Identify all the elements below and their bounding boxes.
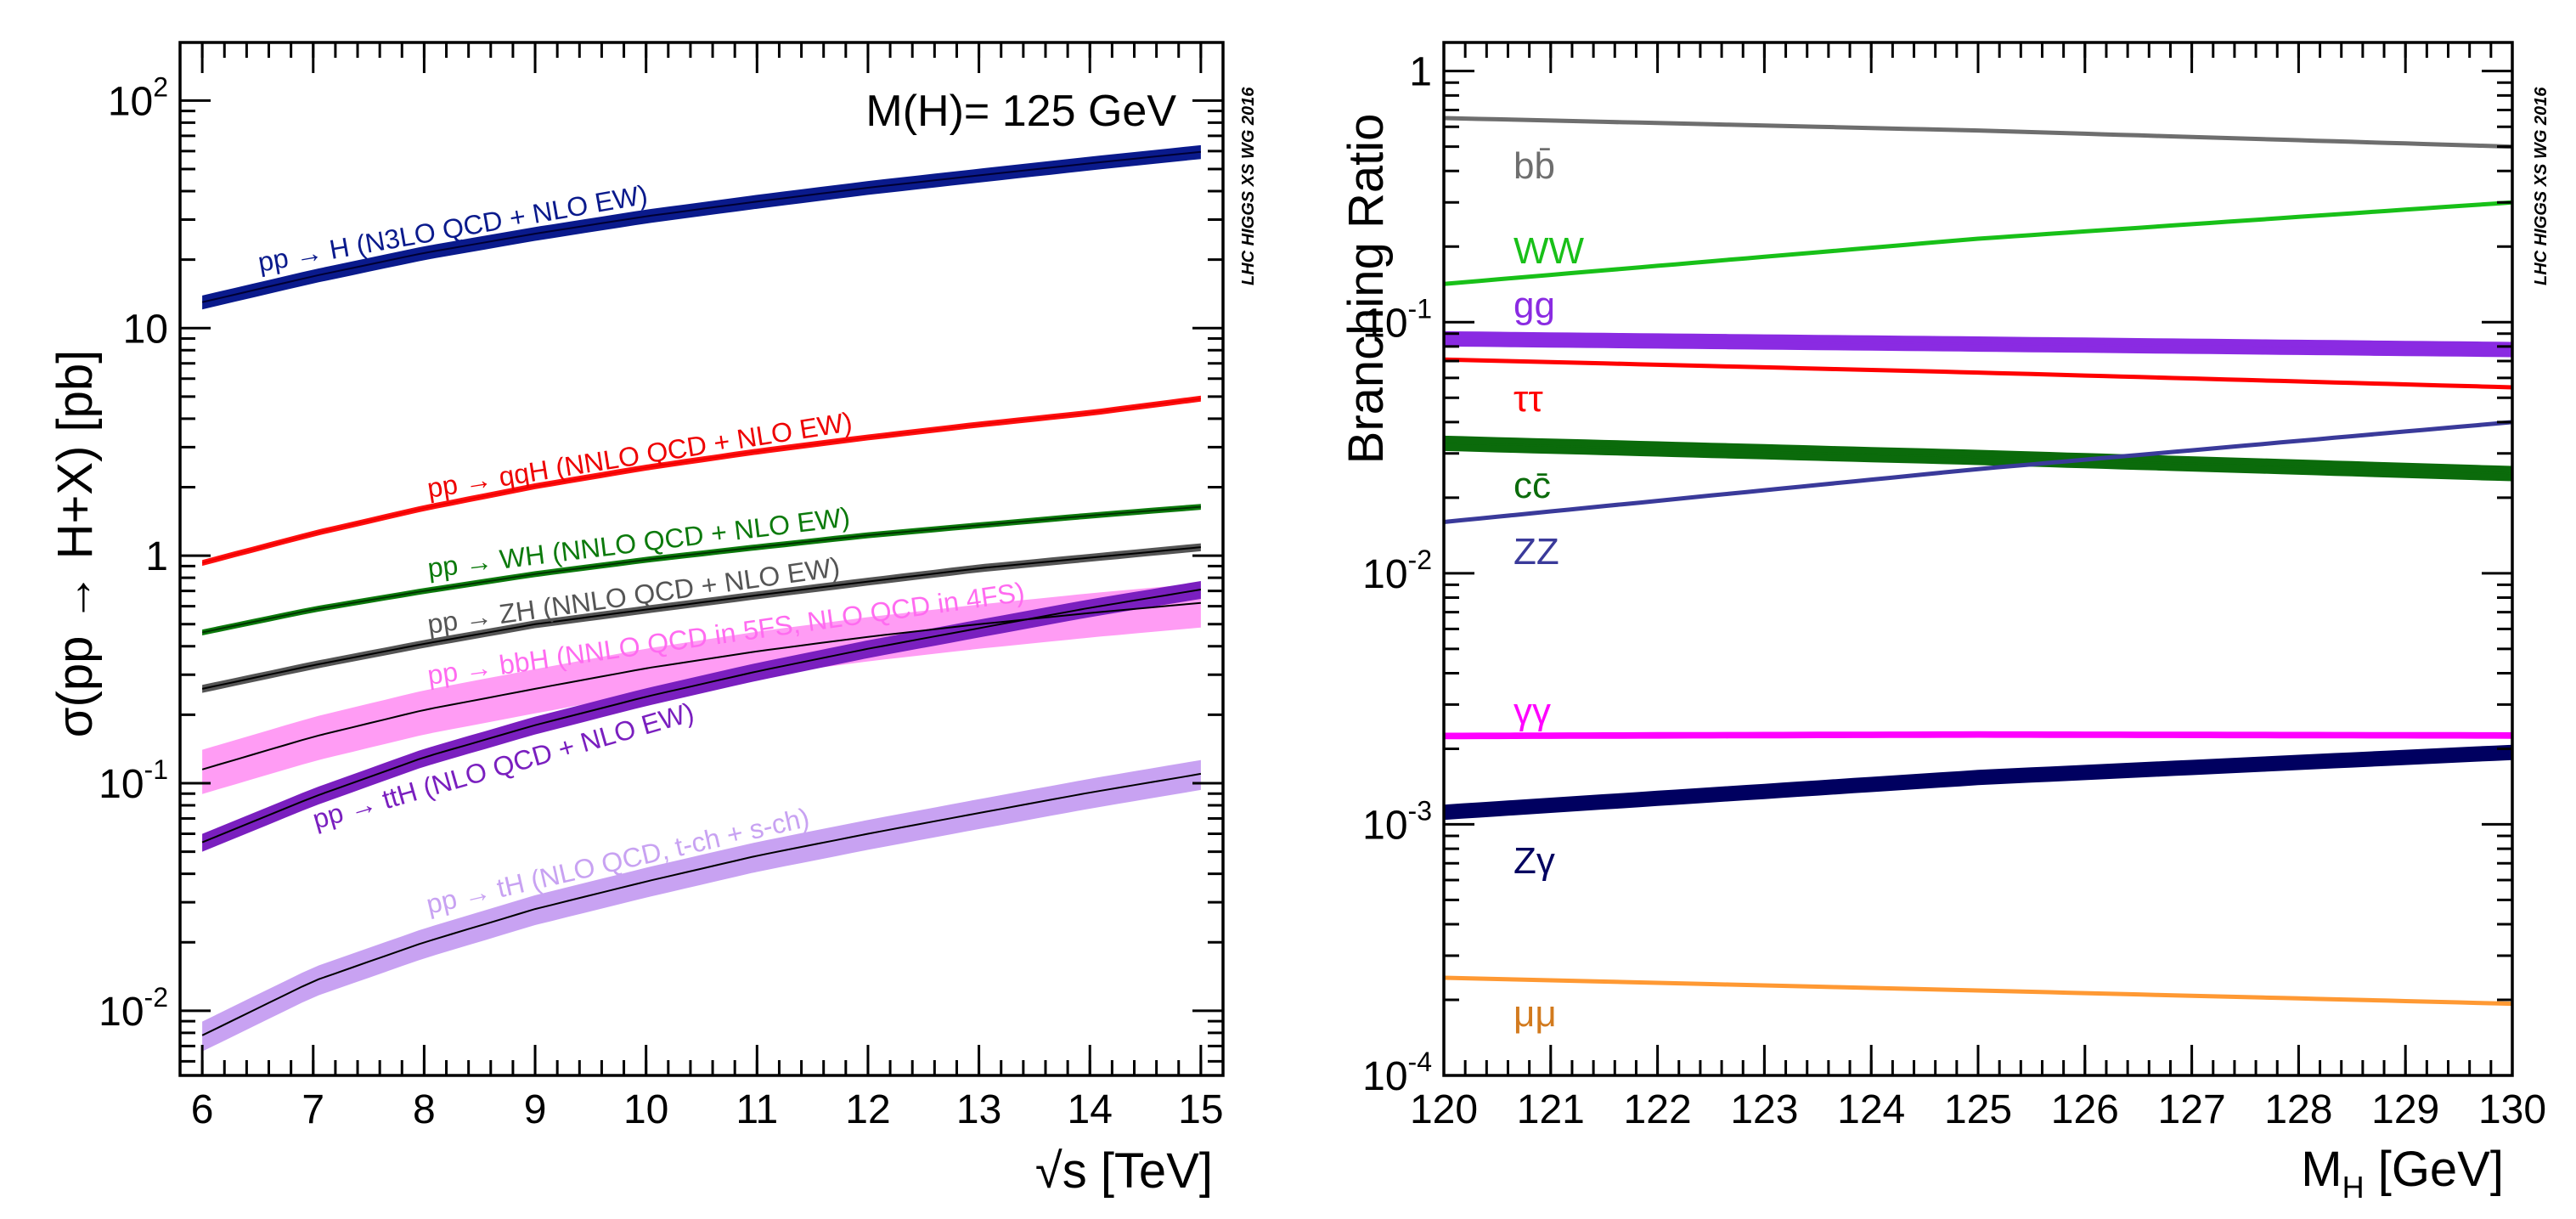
y-tick-label: 10-1 xyxy=(1362,293,1432,346)
label-gammagamma: γγ xyxy=(1513,691,1551,732)
cross-section-plot-frame xyxy=(178,41,1225,1077)
y-tick-label: 1 xyxy=(1409,50,1432,95)
x-tick-label: 123 xyxy=(1730,1087,1798,1132)
y-tick-label: 10-2 xyxy=(1362,545,1432,597)
series-line-1 xyxy=(201,398,1202,564)
x-axis-title-symbol: M xyxy=(2301,1142,2342,1197)
x-tick-label: 6 xyxy=(191,1087,214,1132)
x-tick-label: 130 xyxy=(2478,1087,2546,1132)
band-7 xyxy=(1444,744,2512,821)
series-line-5 xyxy=(1443,420,2513,524)
x-tick-label: 14 xyxy=(1068,1087,1113,1132)
band-4 xyxy=(1444,435,2512,482)
x-tick-label: 12 xyxy=(845,1087,890,1132)
x-tick-label: 120 xyxy=(1410,1087,1478,1132)
x-axis-title: √s [TeV] xyxy=(1035,1143,1213,1199)
y-tick-label: 10-4 xyxy=(1362,1047,1432,1099)
x-tick-label: 13 xyxy=(956,1087,1001,1132)
x-tick-label: 124 xyxy=(1837,1087,1905,1132)
y-tick-label: 102 xyxy=(108,71,168,124)
band-1 xyxy=(202,395,1201,567)
series-line-1 xyxy=(1443,200,2513,286)
x-tick-label: 8 xyxy=(413,1087,436,1132)
y-tick-label: 10-3 xyxy=(1362,795,1432,848)
y-tick-label: 10-1 xyxy=(99,754,168,807)
series-line-6 xyxy=(201,772,1202,1036)
branching-ratio-plot-frame xyxy=(1442,41,2514,1077)
y-tick-label: 10-2 xyxy=(99,982,168,1035)
x-tick-label: 129 xyxy=(2371,1087,2439,1132)
branching-ratio-panel: 120 121 122 123 124 125 126 127 128 129 130 1 10-1 10… xyxy=(1339,41,2551,1205)
series-line-2 xyxy=(201,505,1201,634)
series-line-3 xyxy=(1443,357,2513,390)
x-axis-title: MH [GeV] xyxy=(2301,1142,2504,1205)
series-line-0 xyxy=(1443,116,2513,150)
branching-ratio-bands xyxy=(1444,330,2512,821)
x-tick-label: 125 xyxy=(1944,1087,2012,1132)
x-tick-label: 11 xyxy=(736,1087,778,1132)
x-tick-label: 126 xyxy=(2051,1087,2119,1132)
series-line-5 xyxy=(201,589,1202,844)
cross-section-curves xyxy=(201,150,1202,1036)
series-line-3 xyxy=(201,546,1201,690)
series-line-7 xyxy=(1443,751,2513,813)
x-tick-label: 7 xyxy=(302,1087,324,1132)
label-ww: WW xyxy=(1513,230,1585,272)
series-line-4 xyxy=(1443,442,2513,475)
watermark: LHC HIGGS XS WG 2016 xyxy=(1239,87,1258,285)
label-tautau: ττ xyxy=(1513,378,1543,420)
x-tick-label: 9 xyxy=(524,1087,547,1132)
band-3 xyxy=(202,543,1201,693)
label-zgamma: Zγ xyxy=(1513,840,1555,882)
x-tick-label: 15 xyxy=(1178,1087,1223,1132)
x-tick-label: 127 xyxy=(2158,1087,2226,1132)
x-tick-label: 128 xyxy=(2264,1087,2332,1132)
x-axis-title-subscript: H xyxy=(2342,1170,2365,1205)
label-zz: ZZ xyxy=(1513,531,1559,573)
series-line-0 xyxy=(201,150,1202,303)
label-cc: cc̄ xyxy=(1513,465,1551,506)
watermark: LHC HIGGS XS WG 2016 xyxy=(2532,87,2551,285)
x-tick-label: 122 xyxy=(1624,1087,1692,1132)
x-tick-label: 121 xyxy=(1517,1087,1585,1132)
mass-annotation: M(H)= 125 GeV xyxy=(865,87,1176,136)
y-axis-title: Branching Ratio xyxy=(1339,114,1394,465)
x-axis-title-unit: [GeV] xyxy=(2365,1142,2504,1197)
band-6 xyxy=(202,759,1201,1052)
label-mumu: μμ xyxy=(1513,993,1557,1035)
band-5 xyxy=(202,581,1201,852)
x-tick-label: 10 xyxy=(623,1087,668,1132)
series-line-2 xyxy=(1443,337,2513,351)
cross-section-panel: 6 7 8 9 10 11 12 13 14 15 102 10 1 10-1 10-2 M(H)= 125… xyxy=(0,0,1258,1219)
label-gg: gg xyxy=(1513,285,1555,326)
series-line-6 xyxy=(1444,733,2513,737)
branching-ratio-ticks: 120 121 122 123 124 125 126 127 128 129 130 1 10-1 10… xyxy=(1362,42,2546,1132)
y-axis-title: σ(pp → H+X) [pb] xyxy=(48,350,103,737)
band-2 xyxy=(202,504,1201,635)
label-bb: bb̄ xyxy=(1513,145,1555,187)
y-tick-label: 10 xyxy=(123,307,168,352)
y-tick-label: 1 xyxy=(145,534,168,579)
branching-ratio-curves xyxy=(1443,116,2513,1007)
series-line-8 xyxy=(1443,975,2513,1007)
cross-section-ticks: 6 7 8 9 10 11 12 13 14 15 102 10 1 10-1 10-2 xyxy=(99,42,1225,1132)
